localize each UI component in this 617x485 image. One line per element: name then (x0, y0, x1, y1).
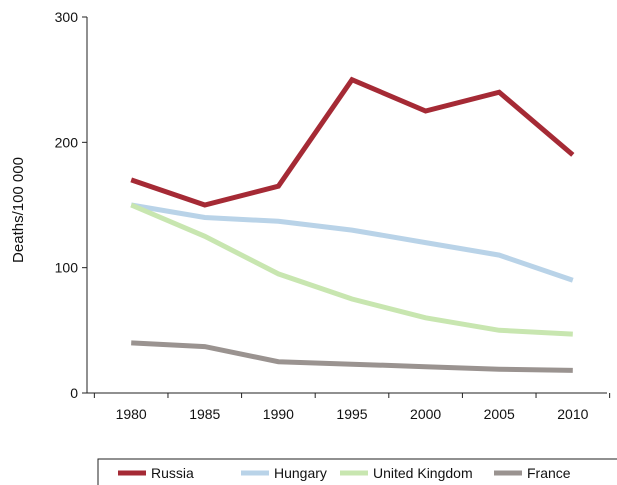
series-line (130, 202, 573, 337)
series-hungary (130, 202, 574, 283)
y-tick-label: 200 (55, 134, 79, 150)
series-line (130, 202, 574, 283)
series-united-kingdom (130, 202, 573, 337)
x-tick-label: 1980 (116, 406, 147, 422)
series-russia (130, 76, 575, 208)
x-tick-label: 2005 (484, 406, 515, 422)
y-axis-title: Deaths/100 000 (10, 157, 27, 263)
series-layer (130, 76, 575, 373)
legend-label: Russia (151, 465, 194, 481)
x-tick-label: 2000 (410, 406, 441, 422)
series-line (131, 340, 573, 373)
y-tick-label: 300 (55, 9, 79, 25)
y-tick-label: 0 (70, 385, 78, 401)
x-tick-label: 1990 (263, 406, 294, 422)
legend-label: France (527, 465, 571, 481)
y-tick-label: 100 (55, 260, 79, 276)
legend-label: United Kingdom (373, 465, 473, 481)
x-tick-label: 2010 (557, 406, 588, 422)
x-tick-label: 1985 (189, 406, 220, 422)
x-tick-label: 1995 (336, 406, 367, 422)
axes: 0 100 200 300 1980 1985 1990 1995 2000 2005 2010 De… (10, 9, 611, 422)
series-line (130, 76, 575, 208)
series-france (131, 340, 573, 373)
legend: Russia Hungary United Kingdom France (97, 458, 617, 485)
legend-label: Hungary (274, 465, 327, 481)
